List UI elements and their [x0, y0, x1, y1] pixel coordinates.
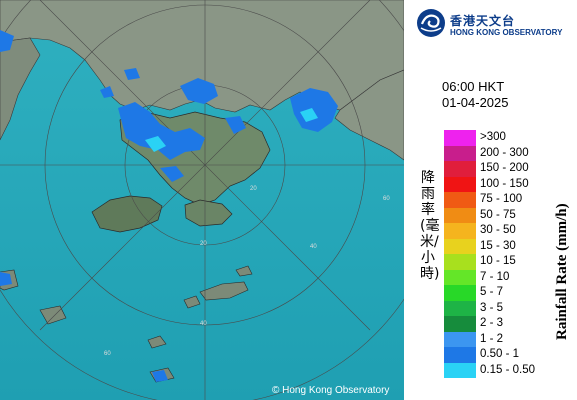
legend-swatch [444, 285, 476, 301]
legend-label: 3 - 5 [480, 301, 504, 314]
legend-swatch [444, 176, 476, 192]
land-hk-island [184, 199, 233, 227]
legend-label: 30 - 50 [480, 224, 516, 236]
logo-english-name: HONG KONG OBSERVATORY [450, 28, 563, 37]
copyright-text: © Hong Kong Observatory [272, 385, 390, 396]
legend-label: 10 - 15 [480, 255, 516, 267]
legend-swatch [444, 161, 476, 177]
hko-logo-icon [417, 9, 445, 37]
range-label-60-east: 60 [383, 196, 390, 202]
legend-swatch [444, 207, 476, 223]
legend-label: 5 - 7 [480, 286, 504, 298]
legend-label: 100 - 150 [480, 177, 529, 190]
legend-swatch [444, 192, 476, 208]
legend-label: 0.50 - 1 [480, 348, 519, 360]
radar-map-svg: 60 40 20 60 40 20 [0, 0, 404, 400]
legend-swatch [444, 145, 476, 161]
legend-swatch [444, 223, 476, 239]
range-label-20-east: 20 [250, 186, 257, 192]
range-label-60-south: 60 [104, 351, 111, 357]
land-west-coast [0, 37, 41, 141]
range-labels: 60 40 20 60 40 20 [104, 186, 390, 357]
radar-map[interactable]: 60 40 20 60 40 20 © Hong Kong Observator… [0, 0, 404, 400]
legend-label: 50 - 75 [480, 208, 516, 221]
legend-panel: 香港天文台 HONG KONG OBSERVATORY 06:00 HKT 01… [404, 0, 577, 400]
timestamp-date: 01-04-2025 [442, 95, 509, 110]
legend-label: 75 - 100 [480, 193, 523, 205]
legend-swatch [444, 254, 476, 270]
legend-swatch [444, 269, 476, 285]
hko-logo[interactable]: 香港天文台 HONG KONG OBSERVATORY [416, 8, 576, 38]
range-rings [0, 0, 404, 400]
land-east-peninsula [334, 69, 404, 161]
legend-label: 2 - 3 [480, 317, 504, 329]
legend-swatch [444, 238, 476, 254]
legend-label: 200 - 300 [480, 146, 529, 159]
legend-label: 15 - 30 [480, 239, 516, 252]
range-label-40-east: 40 [310, 244, 317, 250]
legend-swatch [444, 362, 476, 378]
legend-label: 0.15 - 0.50 [480, 363, 535, 376]
land-lantau-island [91, 195, 163, 233]
legend-label: >300 [480, 131, 506, 143]
legend-label: 7 - 10 [480, 270, 510, 283]
legend-swatch [444, 347, 476, 363]
rain-echoes [0, 30, 338, 382]
legend-swatch [444, 130, 476, 146]
rain-echoes-light [145, 108, 318, 152]
legend-swatch [444, 316, 476, 332]
legend-label: 150 - 200 [480, 162, 529, 174]
timestamp-time: 06:00 HKT [442, 79, 505, 94]
range-label-20-south: 20 [200, 241, 207, 247]
legend-title-english: Rainfall Rate (mm/h) [554, 203, 570, 340]
logo-chinese-name: 香港天文台 [450, 14, 516, 28]
legend-swatch [444, 300, 476, 316]
range-label-40-south: 40 [200, 321, 207, 327]
legend-title-chinese: 降雨率(毫米/小時) [420, 170, 440, 282]
legend-swatch [444, 331, 476, 347]
legend-label: 1 - 2 [480, 332, 504, 345]
